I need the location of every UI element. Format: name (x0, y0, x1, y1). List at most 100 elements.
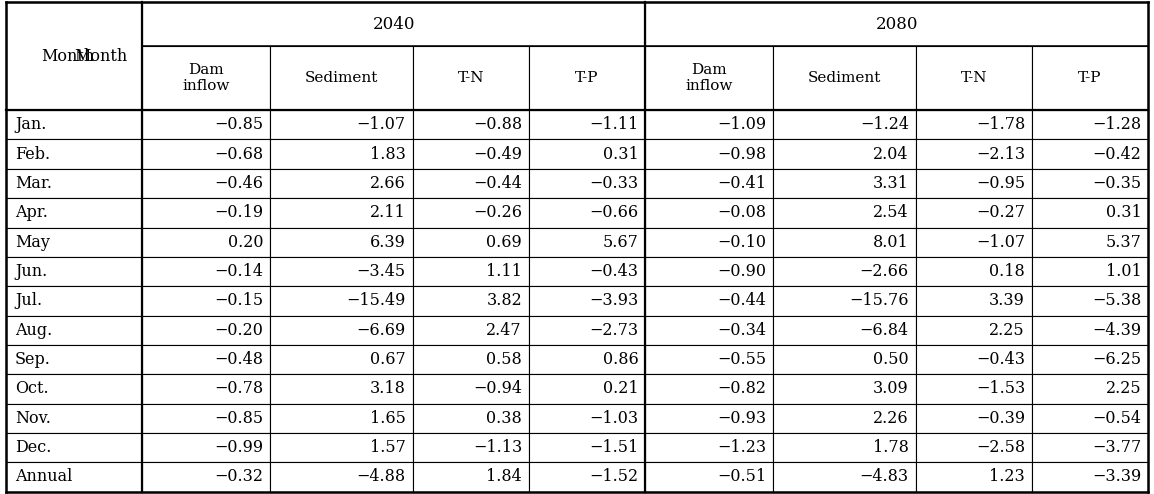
Text: −3.45: −3.45 (357, 263, 406, 280)
Text: −0.15: −0.15 (215, 292, 263, 309)
Text: −0.35: −0.35 (1092, 175, 1141, 192)
Bar (1032, 404, 1148, 433)
Bar (1032, 228, 1148, 257)
Bar (773, 110, 916, 139)
Bar (413, 374, 529, 404)
Text: −2.13: −2.13 (976, 146, 1025, 163)
Text: −0.39: −0.39 (976, 410, 1025, 427)
Text: 3.39: 3.39 (989, 292, 1025, 309)
Text: 1.84: 1.84 (486, 468, 522, 486)
Text: −1.28: −1.28 (1092, 116, 1141, 133)
Bar (142, 139, 270, 169)
Text: −0.27: −0.27 (976, 205, 1025, 221)
Bar (142, 228, 270, 257)
Bar (413, 198, 529, 228)
Text: Dam
inflow: Dam inflow (182, 63, 230, 93)
Text: 0.20: 0.20 (227, 234, 263, 250)
Bar (6, 404, 142, 433)
Bar (773, 198, 916, 228)
Bar (916, 316, 1032, 345)
Bar (413, 433, 529, 462)
Text: 8.01: 8.01 (874, 234, 909, 250)
Text: −0.90: −0.90 (718, 263, 766, 280)
Bar (773, 257, 916, 286)
Text: −0.44: −0.44 (473, 175, 522, 192)
Bar (645, 316, 773, 345)
Text: 0.67: 0.67 (370, 351, 406, 368)
Bar (529, 198, 645, 228)
Bar (916, 404, 1032, 433)
Text: 3.09: 3.09 (874, 380, 909, 397)
Text: 3.82: 3.82 (486, 292, 522, 309)
Text: 2.54: 2.54 (874, 205, 909, 221)
Bar (6, 374, 142, 404)
Text: −0.78: −0.78 (215, 380, 263, 397)
Bar (413, 316, 529, 345)
Text: 0.86: 0.86 (602, 351, 638, 368)
Bar (916, 257, 1032, 286)
Text: 2.25: 2.25 (1106, 380, 1141, 397)
Text: −0.41: −0.41 (718, 175, 766, 192)
Bar (773, 169, 916, 198)
Text: 0.50: 0.50 (874, 351, 909, 368)
Bar (1032, 374, 1148, 404)
Text: 1.01: 1.01 (1106, 263, 1141, 280)
Bar (1032, 46, 1148, 110)
Text: −0.33: −0.33 (590, 175, 638, 192)
Text: 2080: 2080 (876, 16, 917, 33)
Bar (916, 110, 1032, 139)
Text: Jan.: Jan. (15, 116, 46, 133)
Bar (270, 46, 413, 110)
Bar (1032, 316, 1148, 345)
Bar (413, 257, 529, 286)
Text: −6.69: −6.69 (357, 322, 406, 339)
Text: −3.39: −3.39 (1092, 468, 1141, 486)
Text: −0.48: −0.48 (215, 351, 263, 368)
Bar (270, 404, 413, 433)
Text: −0.54: −0.54 (1093, 410, 1141, 427)
Bar (6, 198, 142, 228)
Bar (773, 345, 916, 374)
Bar (773, 228, 916, 257)
Bar (270, 139, 413, 169)
Bar (529, 257, 645, 286)
Text: −1.78: −1.78 (976, 116, 1025, 133)
Text: T-P: T-P (1078, 71, 1102, 85)
Bar (142, 286, 270, 316)
Text: −1.51: −1.51 (589, 439, 638, 456)
Bar (773, 316, 916, 345)
Bar (413, 169, 529, 198)
Text: −1.13: −1.13 (473, 439, 522, 456)
Bar (6, 228, 142, 257)
Text: 1.11: 1.11 (486, 263, 522, 280)
Bar (6, 433, 142, 462)
Text: 1.57: 1.57 (370, 439, 406, 456)
Bar (529, 345, 645, 374)
Text: 3.18: 3.18 (370, 380, 406, 397)
Text: −0.42: −0.42 (1093, 146, 1141, 163)
Bar (6, 462, 142, 492)
Text: −1.53: −1.53 (976, 380, 1025, 397)
Text: −1.07: −1.07 (357, 116, 406, 133)
Bar (645, 404, 773, 433)
Text: Sep.: Sep. (15, 351, 51, 368)
Text: −0.99: −0.99 (215, 439, 263, 456)
Bar (1032, 257, 1148, 286)
Text: 0.58: 0.58 (486, 351, 522, 368)
Bar (142, 169, 270, 198)
Text: 0.31: 0.31 (602, 146, 638, 163)
Bar (529, 46, 645, 110)
Text: Sediment: Sediment (305, 71, 379, 85)
Bar (1032, 345, 1148, 374)
Text: Jun.: Jun. (15, 263, 47, 280)
Text: −0.46: −0.46 (215, 175, 263, 192)
Bar (916, 169, 1032, 198)
Bar (413, 46, 529, 110)
Text: −0.55: −0.55 (718, 351, 766, 368)
Text: −0.82: −0.82 (718, 380, 766, 397)
Bar (645, 46, 773, 110)
Text: 2.26: 2.26 (874, 410, 909, 427)
Bar (142, 2, 645, 46)
Bar (916, 345, 1032, 374)
Text: −0.93: −0.93 (718, 410, 766, 427)
